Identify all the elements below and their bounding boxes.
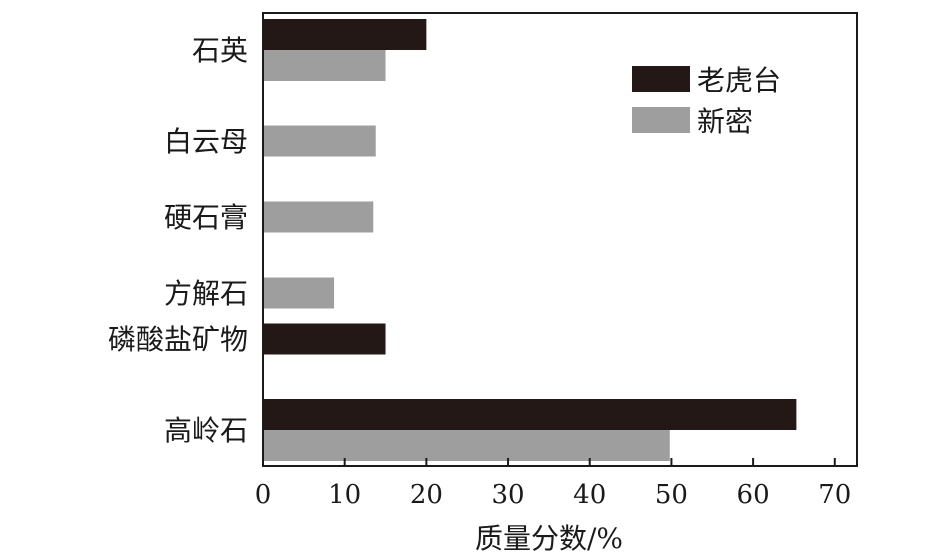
x-tick-label-50: 50 <box>655 480 688 510</box>
bar-quartz-xinmi <box>263 50 386 81</box>
category-label-quartz: 石英 <box>192 34 248 67</box>
bar-quartz-laohutai <box>263 19 427 50</box>
x-tick-label-30: 30 <box>492 480 525 510</box>
bar-muscovite-xinmi <box>263 125 376 157</box>
category-label-phosphate: 磷酸盐矿物 <box>108 323 248 356</box>
plot-frame <box>262 12 858 467</box>
legend-swatch-laohutai <box>632 66 690 92</box>
bar-phosphate-laohutai <box>263 323 386 355</box>
category-label-calcite: 方解石 <box>164 277 248 310</box>
x-tick-label-60: 60 <box>737 480 770 510</box>
x-axis-ticks <box>262 458 836 466</box>
x-tick-label-40: 40 <box>573 480 606 510</box>
x-tick-label-10: 10 <box>328 480 361 510</box>
x-axis-tick-labels: 0 10 20 30 40 50 60 70 <box>255 480 852 510</box>
legend: 老虎台 新密 <box>632 64 781 138</box>
bar-anhydrite-xinmi <box>263 201 374 233</box>
bar-calcite-xinmi <box>263 277 335 309</box>
x-tick-label-20: 20 <box>410 480 443 510</box>
category-label-kaolinite: 高岭石 <box>164 414 248 447</box>
x-tick-label-0: 0 <box>255 480 272 510</box>
legend-label-laohutai: 老虎台 <box>697 64 781 97</box>
category-label-anhydrite: 硬石膏 <box>164 201 248 234</box>
bar-kaolinite-xinmi <box>263 430 670 461</box>
x-axis-title: 质量分数/% <box>475 522 623 555</box>
plot-bars <box>263 19 797 461</box>
bar-kaolinite-laohutai <box>263 399 797 430</box>
legend-label-xinmi: 新密 <box>697 105 753 138</box>
legend-swatch-xinmi <box>632 107 690 133</box>
x-tick-label-70: 70 <box>818 480 851 510</box>
category-label-muscovite: 白云母 <box>164 125 248 158</box>
